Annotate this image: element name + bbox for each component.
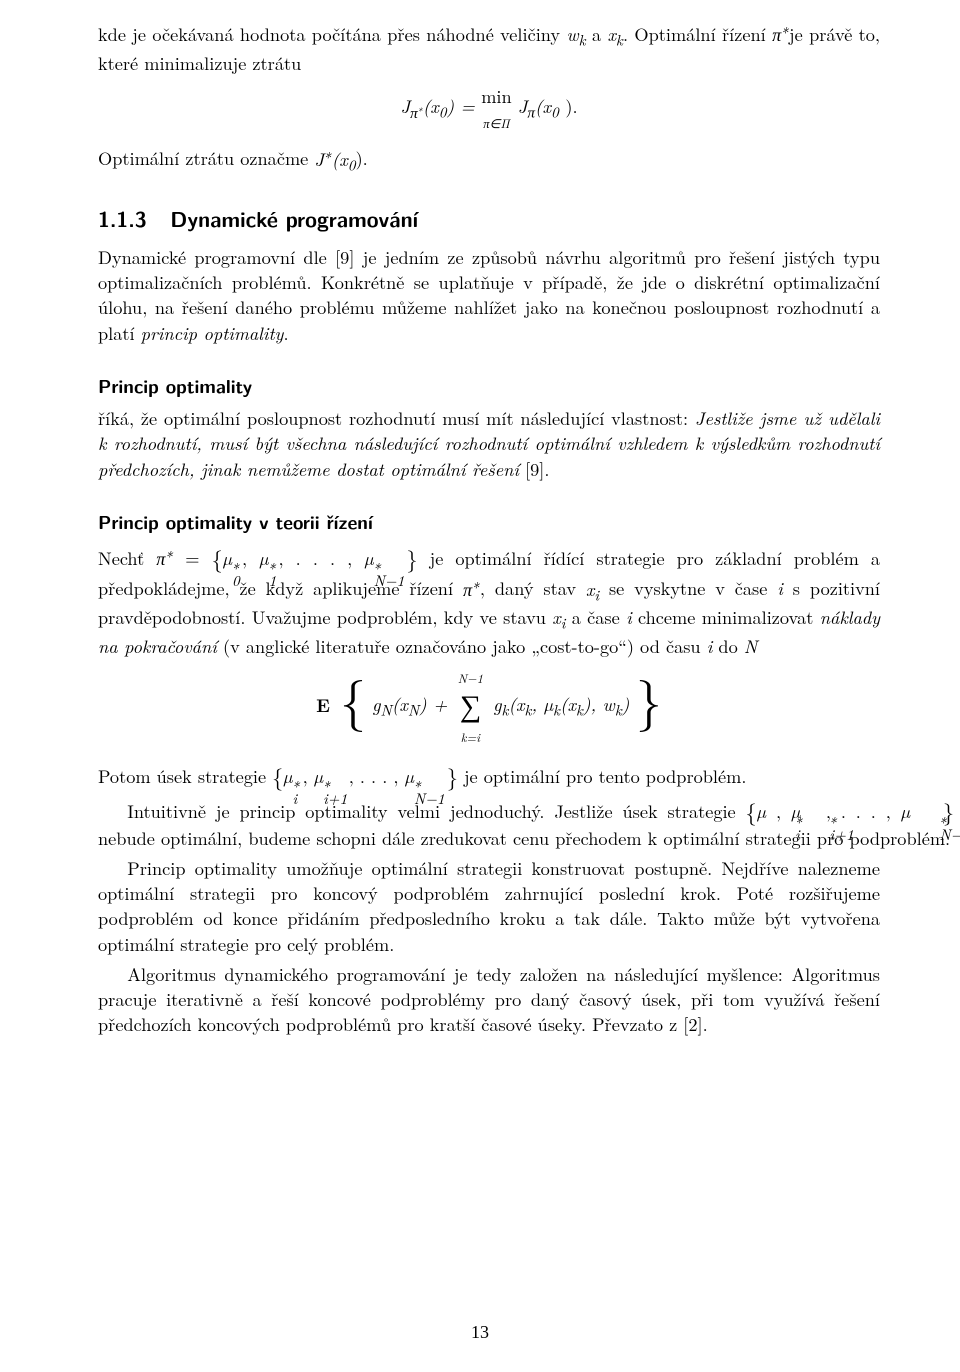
paragraph-intuit-2: Princip optimality umožňuje optimální st… — [98, 856, 880, 957]
text: , daný stav — [480, 576, 586, 602]
section-title: Dynamické programování — [170, 204, 418, 234]
equation-jpi-min: Jπ∗(x0) = min π∈Π Jπ(x0 ). — [98, 84, 880, 134]
var-xk: xk — [607, 21, 623, 47]
paragraph-intuit-3: Algoritmus dynamického programování je t… — [98, 962, 880, 1038]
equation-cost-to-go: E { gN(xN) + N−1 ∑ k=i gk(xk, µk(xk), wk… — [98, 664, 880, 748]
paragraph-potom-usek: Potom úsek strategie {µ∗i, µ∗i+1, . . . … — [98, 760, 880, 790]
paragraph-dp: Dynamické programovní dle [9] je jedním … — [98, 245, 880, 346]
text: (v anglické literatuře označováno jako „… — [217, 633, 707, 659]
emph-princip-optimality: princip optimality — [141, 320, 284, 346]
text: říká, že optimální posloupnost rozhodnut… — [98, 405, 695, 431]
page: kde je očekávaná hodnota počítána přes n… — [0, 0, 960, 1372]
paragraph-jstar: Optimální ztrátu označme J∗(x0). — [98, 142, 880, 175]
paragraph-intro: kde je očekávaná hodnota počítána přes n… — [98, 18, 880, 76]
text: [9]. — [519, 456, 549, 482]
text: Potom úsek strategie — [98, 763, 272, 789]
paragraph-pot: Nechť π∗ = {µ∗0, µ∗1, . . . , µ∗N−1} je … — [98, 542, 880, 659]
text: a — [586, 21, 608, 47]
text: Optimální ztrátu označme — [98, 146, 314, 172]
text: chceme minimalizovat — [632, 604, 820, 630]
paragraph-intuit-1: Intuitivně je princip optimality velmi j… — [98, 795, 954, 851]
text: je optimální pro tento podproblém. — [458, 763, 747, 789]
text: se vyskytne v čase — [599, 576, 777, 602]
heading-pot: Princip optimality v teorii řízení — [98, 508, 880, 534]
var-pi-star: π∗ — [772, 21, 789, 47]
text: kde je očekávaná hodnota počítána přes n… — [98, 21, 566, 47]
text: Nechť — [98, 545, 156, 571]
paragraph-po: říká, že optimální posloupnost rozhodnut… — [98, 406, 880, 482]
var-wk: wk — [566, 21, 585, 47]
section-number: 1.1.3 — [98, 204, 147, 234]
heading-princip-optimality: Princip optimality — [98, 372, 880, 398]
text: a čase — [565, 604, 626, 630]
section-heading-113: 1.1.3 Dynamické programování — [98, 205, 880, 235]
text: do — [712, 633, 743, 659]
text: . Optimální řízení — [623, 21, 772, 47]
page-number: 13 — [0, 1322, 960, 1343]
